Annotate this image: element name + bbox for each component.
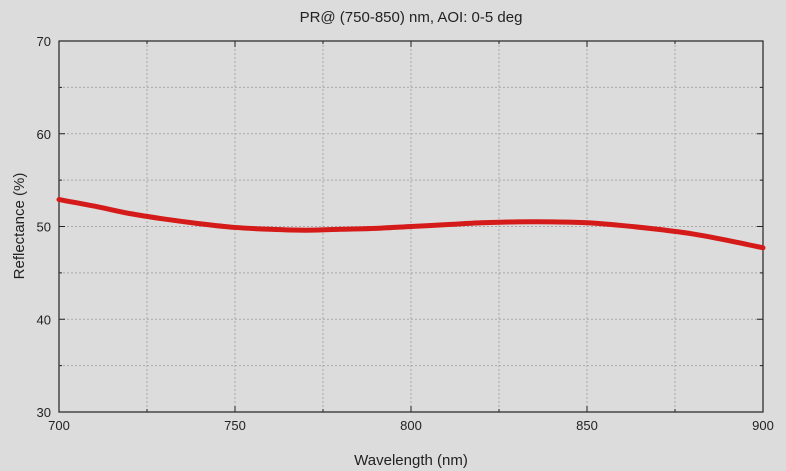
chart-title: PR@ (750-850) nm, AOI: 0-5 deg	[300, 9, 523, 26]
x-tick-label: 900	[752, 418, 774, 433]
reflectance-series-line	[56, 197, 766, 251]
series-layer	[56, 197, 766, 251]
y-axis-label: Reflectance (%)	[11, 173, 28, 280]
y-tick-label: 70	[37, 34, 51, 49]
x-tick-label: 800	[400, 418, 422, 433]
y-tick-label: 40	[37, 312, 51, 327]
y-tick-label: 60	[37, 127, 51, 142]
y-tick-label: 30	[37, 405, 51, 420]
x-tick-label: 700	[48, 418, 70, 433]
x-tick-label: 750	[224, 418, 246, 433]
x-tick-label: 850	[576, 418, 598, 433]
y-tick-label: 50	[37, 220, 51, 235]
axis-ticks: 700 750 800 850 900 30 40 50 60 70	[37, 34, 774, 433]
x-axis-label: Wavelength (nm)	[354, 452, 468, 469]
